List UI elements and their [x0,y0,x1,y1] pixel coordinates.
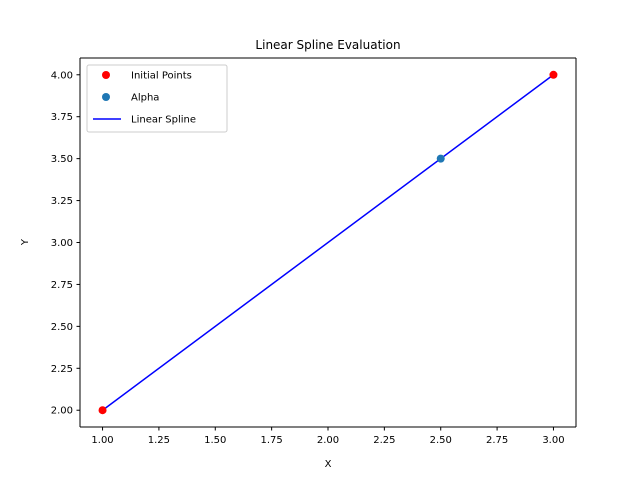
y-tick-label: 3.50 [51,154,73,165]
data-point-alpha [436,154,445,163]
legend-marker-initial-points [102,71,110,79]
x-tick-label: 1.00 [91,435,113,446]
y-tick-label: 3.00 [51,238,73,249]
x-tick-label: 2.50 [430,435,452,446]
y-axis-label: Y [20,238,31,246]
x-tick-label: 2.00 [317,435,339,446]
y-tick-label: 3.75 [51,112,73,123]
x-tick-label: 2.25 [373,435,395,446]
y-tick-label: 4.00 [51,70,73,81]
y-tick-label: 2.00 [51,406,73,417]
y-tick-label: 2.25 [51,364,73,375]
x-tick-label: 1.50 [204,435,226,446]
data-point-initial-points [549,70,558,79]
points-layer [98,70,558,415]
x-tick-label: 1.25 [148,435,170,446]
legend-marker-alpha [102,93,110,101]
x-axis-ticks: 1.00 1.25 1.50 1.75 2.00 2.25 2.50 2.75 3.00 [91,427,565,446]
x-axis-label: X [325,459,332,470]
series-line-linear-spline [102,74,554,411]
x-tick-label: 2.75 [486,435,508,446]
legend: Initial Points Alpha Linear Spline [86,64,228,133]
lines-layer [102,74,554,411]
legend-label-alpha: Alpha [131,93,159,104]
x-tick-label: 1.75 [261,435,283,446]
data-point-initial-points [98,406,107,415]
x-tick-label: 3.00 [542,435,564,446]
y-axis-ticks: 2.00 2.25 2.50 2.75 3.00 3.25 3.50 3.75 4.00 [51,70,80,417]
legend-label-initial-points: Initial Points [131,71,192,82]
legend-box [86,64,228,133]
chart-title: Linear Spline Evaluation [255,38,400,52]
y-tick-label: 2.75 [51,280,73,291]
legend-entries: Initial Points Alpha Linear Spline [93,71,196,126]
legend-label-linear-spline: Linear Spline [131,115,196,126]
y-tick-label: 3.25 [51,196,73,207]
y-tick-label: 2.50 [51,322,73,333]
